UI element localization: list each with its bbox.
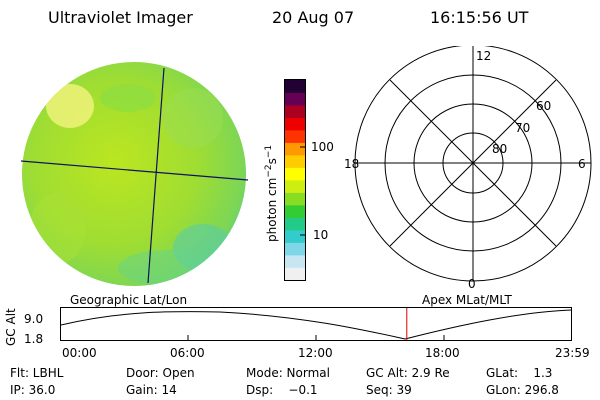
apex-label: Apex MLat/MLT	[422, 293, 512, 307]
colorbar-segment	[285, 267, 305, 281]
geographic-label: Geographic Lat/Lon	[70, 293, 188, 307]
mode-value: Mode: Normal	[246, 366, 330, 380]
dsp-value: Dsp: −0.1	[246, 383, 318, 397]
colorbar-segment	[285, 255, 305, 268]
colorbar-segment	[285, 180, 305, 193]
colorbar-segment	[285, 192, 305, 206]
instrument-title: Ultraviolet Imager	[48, 8, 193, 27]
colorbar-tick-100: 100	[311, 140, 334, 154]
time-tick-2359: 23:59	[555, 346, 590, 360]
latitude-line	[20, 160, 249, 181]
glat-value: GLat: 1.3	[486, 366, 553, 380]
gc-alt-value: GC Alt: 2.9 Re	[366, 366, 450, 380]
colorbar-segment	[285, 217, 305, 231]
colorbar-segment	[285, 105, 305, 118]
y-tick-1-8: 1.8	[24, 332, 44, 346]
colorbar-segment	[285, 130, 305, 143]
color-scale-bar	[284, 79, 306, 281]
time-tick-0600: 06:00	[170, 346, 205, 360]
gain-value: Gain: 14	[126, 383, 177, 397]
observation-time: 16:15:56 UT	[430, 8, 529, 27]
time-tick-0000: 00:00	[62, 346, 97, 360]
polar-mlat-mlt-plot: 12 18 6 0 60 70 80	[344, 46, 592, 290]
observation-date: 20 Aug 07	[272, 8, 355, 27]
door-value: Door: Open	[126, 366, 195, 380]
colorbar-tick-10: 10	[313, 228, 329, 242]
aurora-image	[20, 62, 249, 286]
mlt-label-6: 6	[578, 157, 586, 171]
altitude-timeline	[60, 307, 572, 341]
colorbar-segment	[285, 117, 305, 131]
gc-alt-axis-label: GC Alt	[4, 308, 18, 346]
time-tick-1200: 12:00	[298, 346, 333, 360]
colorbar-segment	[285, 167, 305, 181]
mlt-label-0: 0	[468, 277, 476, 290]
ip-value: IP: 36.0	[10, 383, 56, 397]
y-tick-9: 9.0	[24, 312, 44, 326]
colorbar-segment	[285, 242, 305, 256]
seq-value: Seq: 39	[366, 383, 412, 397]
altitude-curve	[60, 309, 572, 340]
colorbar-segment	[285, 230, 305, 243]
longitude-line	[147, 67, 165, 284]
mlt-label-12: 12	[476, 49, 491, 63]
colorbar-segment	[285, 155, 305, 168]
colorbar-segment	[285, 92, 305, 106]
mlat-label-80: 80	[492, 142, 507, 156]
mlat-label-60: 60	[536, 99, 551, 113]
colorbar-segment	[285, 142, 305, 156]
colorbar-segment	[285, 80, 305, 93]
mlt-label-18: 18	[344, 157, 359, 171]
mlat-label-70: 70	[515, 121, 530, 135]
colorbar-unit-label: photon cm−2s−1	[264, 144, 279, 242]
time-tick-1800: 18:00	[425, 346, 460, 360]
glon-value: GLon: 296.8	[486, 383, 559, 397]
filter-value: Flt: LBHL	[10, 366, 64, 380]
colorbar-segment	[285, 205, 305, 218]
